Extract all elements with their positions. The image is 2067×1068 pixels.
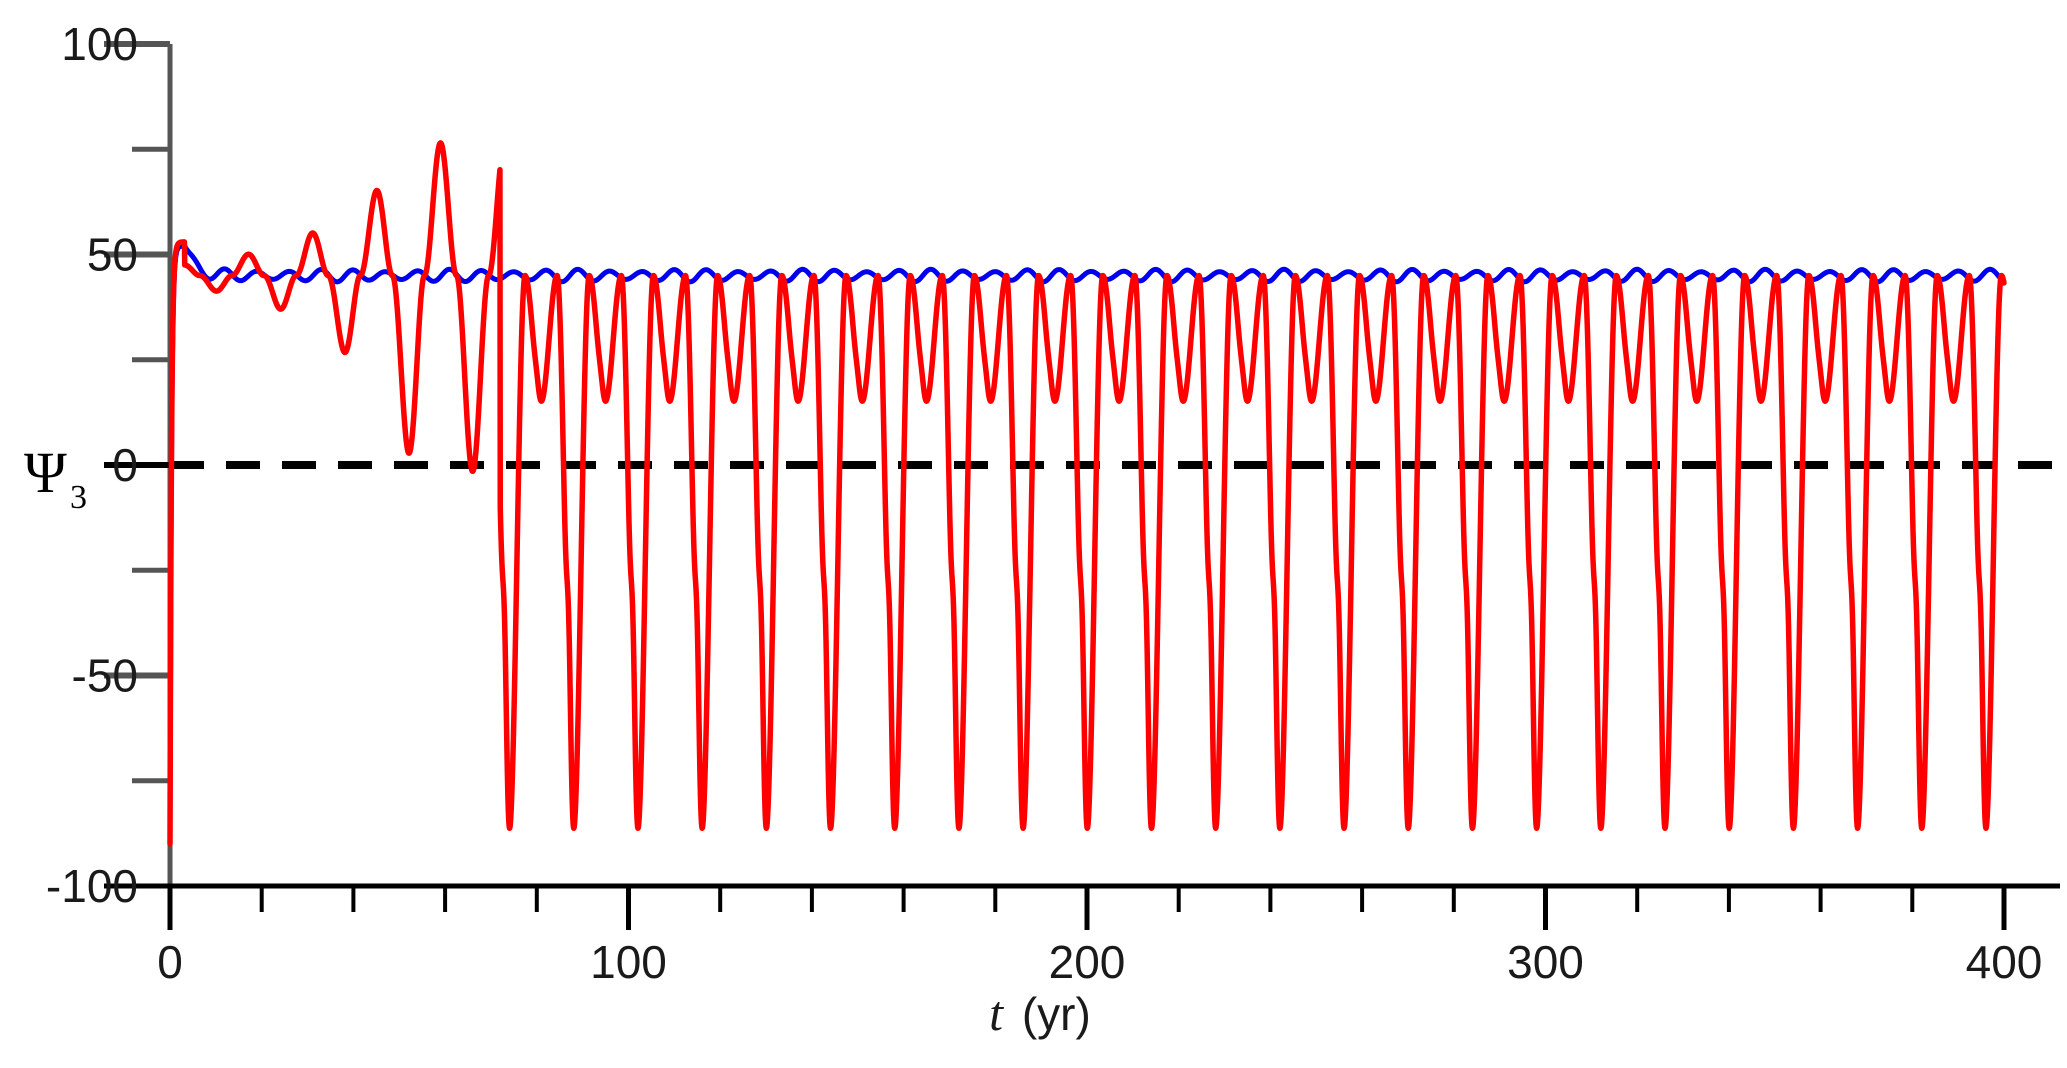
- x-tick-label: 300: [1507, 936, 1584, 988]
- y-axis-title: Ψ 3: [24, 440, 87, 516]
- x-tick-label: 0: [157, 936, 183, 988]
- series-red-oscillatory: [167, 140, 2007, 847]
- y-tick-label: 0: [112, 439, 138, 491]
- y-tick-labels: -100 -50 0 50 100: [46, 18, 138, 912]
- x-tick-label: 200: [1049, 936, 1126, 988]
- x-tick-labels: 0 100 200 300 400: [157, 936, 2042, 988]
- series-blue-steady: [167, 243, 2007, 847]
- y-tick-label: -50: [72, 650, 138, 702]
- x-axis-title: t (yr): [989, 985, 1091, 1041]
- x-axis-ticks: [167, 886, 2007, 930]
- y-axis-title-subscript: 3: [70, 479, 87, 516]
- x-tick-label: 100: [590, 936, 667, 988]
- y-axis-ticks: [104, 41, 170, 784]
- y-tick-label: 100: [61, 18, 138, 70]
- x-tick-label: 400: [1966, 936, 2043, 988]
- y-tick-label: -100: [46, 860, 138, 912]
- y-axis-title-symbol: Ψ: [24, 440, 67, 505]
- y-tick-label: 50: [87, 229, 138, 281]
